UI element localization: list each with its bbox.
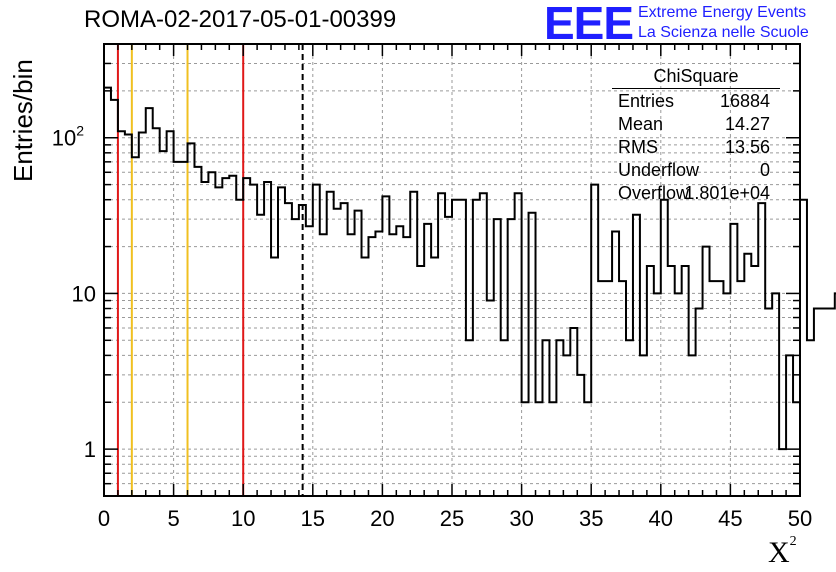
x-tick-label: 45 [718, 506, 742, 531]
stats-value: 14.27 [724, 114, 770, 134]
stats-row: RMS 13.56 [612, 136, 780, 159]
stats-value: 1.801e+04 [684, 183, 770, 203]
stats-key: Entries [618, 91, 675, 111]
x-tick-label: 40 [649, 506, 673, 531]
stats-value: 0 [759, 160, 770, 180]
eee-logo: EEE [544, 0, 634, 49]
x-tick-label: 25 [440, 506, 464, 531]
stats-key: RMS [618, 137, 658, 157]
stats-row: Mean 14.27 [612, 113, 780, 136]
x-tick-label: 5 [167, 506, 179, 531]
y-tick-label: 10 [72, 281, 96, 306]
stats-key: Underflow [618, 160, 700, 180]
chart-title: ROMA-02-2017-05-01-00399 [84, 6, 397, 33]
stats-key: Mean [618, 114, 664, 134]
stats-row: Entries 16884 [612, 90, 780, 113]
y-axis-label: Entries/bin [8, 59, 38, 182]
stats-box: ChiSquare Entries 16884 Mean 14.27 RMS 13.5… [612, 66, 780, 205]
y-tick-label: 102 [52, 123, 84, 151]
y-tick-label: 1 [84, 437, 96, 462]
x-tick-label: 50 [788, 506, 812, 531]
x-axis-label: X2 [768, 534, 797, 570]
stats-row: Overflow 1.801e+04 [612, 182, 780, 205]
x-tick-label: 0 [98, 506, 110, 531]
stats-key: Overflow [618, 183, 690, 203]
x-axis-label-sup: 2 [789, 534, 797, 549]
x-tick-label: 20 [370, 506, 394, 531]
x-tick-label: 15 [301, 506, 325, 531]
stats-title: ChiSquare [612, 66, 780, 89]
stats-value: 16884 [719, 91, 770, 111]
x-tick-label: 35 [579, 506, 603, 531]
logo-line-1: Extreme Energy Events [638, 4, 807, 21]
x-tick-label: 30 [509, 506, 533, 531]
histogram-series [103, 86, 836, 496]
logo-line-2: La Scienza nelle Scuole [638, 24, 809, 41]
x-tick-label: 10 [231, 506, 255, 531]
x-axis-label-text: X [768, 536, 790, 569]
stats-row: Underflow 0 [612, 159, 780, 182]
stats-value: 13.56 [724, 137, 770, 157]
